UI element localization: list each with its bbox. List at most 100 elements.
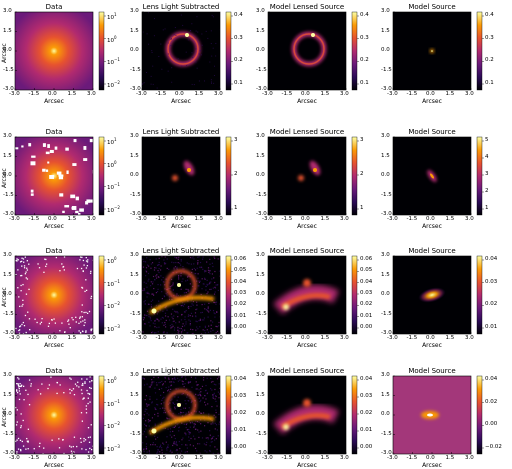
x-tick-label: -1.5 — [155, 334, 167, 341]
x-tick-label: -3.0 — [9, 215, 20, 222]
y-tick-label: 3.0 — [3, 252, 12, 258]
colorbar-tick-label: 10−1 — [107, 57, 120, 67]
y-tick-label: -1.5 — [130, 191, 141, 198]
y-tick-label: -3.0 — [256, 450, 267, 456]
y-tick-label: 3.0 — [381, 252, 390, 258]
colorbar-tick-label: 0.04 — [360, 376, 373, 382]
panel-title: Lens Light Subtracted — [142, 3, 220, 11]
x-axis-label: Arcsec — [422, 342, 442, 349]
x-tick-label: 0.0 — [301, 334, 310, 341]
x-axis-label: Arcsec — [171, 223, 191, 230]
panel-title: Data — [45, 367, 63, 375]
y-axis-label: Arcsec — [1, 287, 8, 307]
colorbar-tick-label: 1 — [234, 205, 238, 211]
colorbar-tick-label: 0.1 — [234, 80, 243, 86]
x-tick-label: -3.0 — [136, 90, 147, 97]
colorbar-tick-label: 3 — [234, 137, 238, 143]
x-tick-label: 1.5 — [320, 454, 330, 461]
colorbar-tick-label: 0.02 — [485, 398, 498, 405]
y-tick-label: -1.5 — [130, 310, 141, 317]
colorbar-tick-label: 100 — [107, 34, 117, 44]
colorbar-tick-label: 0.03 — [360, 393, 373, 399]
x-tick-label: 3.0 — [87, 215, 96, 222]
x-tick-label: 1.5 — [320, 215, 330, 222]
panel-r2-c4 — [392, 136, 484, 216]
x-tick-label: -1.5 — [406, 334, 418, 341]
colorbar-tick-label: 0.00 — [485, 421, 498, 428]
y-tick-label: -1.5 — [256, 310, 267, 317]
colorbar-tick-label: −0.02 — [485, 444, 502, 450]
y-tick-label: 0.0 — [256, 291, 265, 297]
colorbar-tick-label: 0.03 — [485, 278, 498, 285]
x-tick-label: 3.0 — [214, 215, 223, 222]
colorbar-tick-label: 0.1 — [485, 80, 494, 86]
colorbar-tick-label: 0.00 — [360, 324, 373, 330]
y-tick-label: -1.5 — [130, 430, 141, 437]
y-tick-label: -3.0 — [256, 211, 267, 217]
x-tick-label: -3.0 — [262, 454, 273, 461]
colorbar-tick-label: 2 — [234, 171, 238, 177]
y-tick-label: 1.5 — [256, 27, 265, 34]
x-tick-label: 3.0 — [340, 334, 349, 341]
x-tick-label: -1.5 — [28, 90, 40, 97]
colorbar — [476, 11, 483, 91]
colorbar-tick-label: 0.02 — [485, 301, 498, 308]
y-tick-label: 0.0 — [381, 47, 390, 53]
y-tick-label: 1.5 — [130, 152, 139, 159]
colorbar-tick-label: 0.01 — [360, 312, 373, 319]
colorbar-tick-label: 0.3 — [360, 34, 369, 41]
x-axis-label: Arcsec — [44, 223, 64, 230]
colorbar-tick-label: 0.04 — [485, 256, 498, 262]
colorbar-tick-label: 0.00 — [234, 444, 247, 450]
y-tick-label: 3.0 — [130, 133, 139, 139]
x-tick-label: -3.0 — [136, 454, 147, 461]
y-tick-label: 0.0 — [256, 411, 265, 417]
y-tick-label: -3.0 — [256, 86, 267, 92]
y-tick-label: -3.0 — [3, 450, 14, 456]
colorbar-tick-label: 0.01 — [234, 427, 247, 433]
colorbar-tick-label: 2 — [360, 171, 364, 177]
y-tick-label: 1.5 — [381, 27, 390, 34]
colorbar-tick-label: 0.00 — [360, 444, 373, 450]
x-tick-label: 1.5 — [194, 334, 204, 341]
x-tick-label: 3.0 — [465, 215, 474, 222]
colorbar-tick-label: 0.02 — [360, 410, 373, 416]
colorbar — [225, 375, 232, 455]
y-axis-label: Arcsec — [1, 43, 8, 63]
y-tick-label: -1.5 — [381, 430, 392, 437]
x-tick-label: -3.0 — [387, 215, 398, 222]
panel-title: Model Source — [408, 367, 456, 375]
x-tick-label: -3.0 — [262, 90, 273, 97]
colorbar-tick-label: 0.04 — [360, 278, 373, 285]
x-tick-label: -3.0 — [387, 454, 398, 461]
y-tick-label: 0.0 — [256, 47, 265, 53]
x-tick-label: -1.5 — [406, 215, 418, 222]
colorbar-tick-label: 10−2 — [107, 421, 120, 431]
panel-r4-c4 — [392, 375, 484, 455]
colorbar-tick-label: 0.4 — [485, 12, 494, 18]
y-tick-label: -1.5 — [3, 191, 14, 198]
y-tick-label: 3.0 — [130, 8, 139, 14]
y-tick-label: -1.5 — [381, 310, 392, 317]
y-tick-label: 0.0 — [130, 411, 139, 417]
panel-title: Model Source — [408, 128, 456, 136]
y-tick-label: -3.0 — [381, 86, 392, 92]
x-tick-label: -1.5 — [281, 215, 293, 222]
y-tick-label: -3.0 — [256, 330, 267, 336]
y-tick-label: 0.0 — [130, 172, 139, 178]
panel-title: Lens Light Subtracted — [142, 247, 220, 255]
colorbar — [225, 136, 232, 216]
y-tick-label: 1.5 — [3, 391, 12, 398]
x-tick-label: 3.0 — [87, 334, 96, 341]
colorbar — [351, 136, 358, 216]
colorbar-tick-label: 0.04 — [234, 278, 247, 285]
x-tick-label: 3.0 — [340, 454, 349, 461]
y-tick-label: -1.5 — [256, 430, 267, 437]
colorbar-tick-label: 1 — [360, 205, 364, 211]
colorbar-tick-label: 0.04 — [485, 376, 498, 382]
colorbar-tick-label: 0.01 — [234, 312, 247, 319]
colorbar-tick-label: 10−3 — [107, 444, 120, 453]
y-tick-label: -1.5 — [130, 66, 141, 73]
panel-r3-c1 — [14, 255, 106, 335]
